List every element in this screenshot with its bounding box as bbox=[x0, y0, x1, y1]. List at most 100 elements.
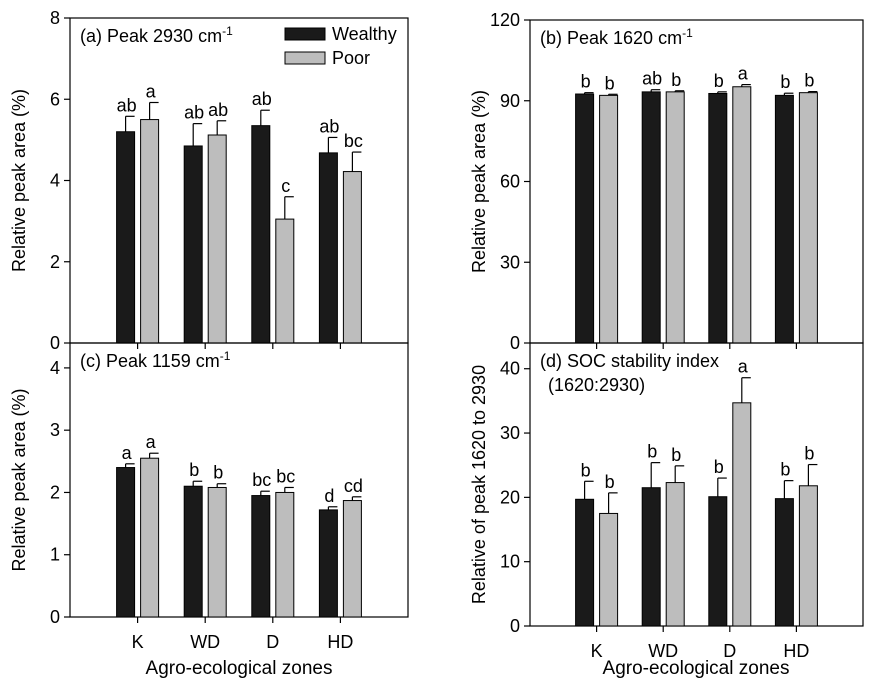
x-tick-label: WD bbox=[190, 632, 220, 652]
panel-label-superscript: -1 bbox=[682, 26, 693, 40]
bar-poor bbox=[665, 482, 685, 627]
y-tick-label: 2 bbox=[50, 252, 60, 272]
bar-wealthy bbox=[774, 498, 794, 627]
significance-letter: bc bbox=[276, 466, 295, 486]
bar-wealthy bbox=[116, 467, 136, 618]
panel-label-superscript: -1 bbox=[222, 24, 233, 38]
bar-poor bbox=[599, 512, 619, 627]
bar-poor bbox=[732, 86, 752, 344]
x-tick-label: D bbox=[266, 632, 279, 652]
bar-wealthy bbox=[641, 91, 661, 344]
y-tick-label: 0 bbox=[510, 333, 520, 353]
bar-poor bbox=[207, 134, 227, 344]
x-tick-label: HD bbox=[327, 632, 353, 652]
bar-poor bbox=[599, 94, 619, 344]
significance-letter: b bbox=[780, 460, 790, 480]
x-tick-label: K bbox=[591, 641, 603, 661]
significance-letter: cd bbox=[344, 476, 363, 496]
bar-wealthy bbox=[575, 498, 595, 627]
bar-poor bbox=[140, 457, 160, 618]
bar-wealthy bbox=[575, 93, 595, 344]
bar-wealthy bbox=[318, 509, 338, 618]
significance-letter: b bbox=[189, 460, 199, 480]
y-tick-label: 30 bbox=[500, 423, 520, 443]
significance-letter: b bbox=[671, 70, 681, 90]
panel-label-text: (b) Peak 1620 cm bbox=[540, 28, 682, 48]
significance-letter: b bbox=[605, 472, 615, 492]
x-axis-label-right: Agro-ecological zones bbox=[603, 658, 790, 679]
bar-wealthy bbox=[708, 92, 728, 344]
y-tick-label: 4 bbox=[50, 171, 60, 191]
y-tick-label: 20 bbox=[500, 487, 520, 507]
significance-letter: a bbox=[146, 82, 157, 102]
significance-letter: bc bbox=[252, 470, 271, 490]
significance-letter: b bbox=[780, 72, 790, 92]
bar-wealthy bbox=[318, 152, 338, 344]
significance-letter: b bbox=[647, 442, 657, 462]
bar-wealthy bbox=[116, 131, 136, 344]
legend-label-poor: Poor bbox=[332, 48, 370, 68]
significance-letter: a bbox=[122, 443, 133, 463]
y-tick-label: 1 bbox=[50, 545, 60, 565]
x-axis-label-left: Agro-ecological zones bbox=[146, 658, 333, 679]
legend-label-wealthy: Wealthy bbox=[332, 24, 397, 44]
significance-letter: a bbox=[738, 357, 749, 377]
significance-letter: a bbox=[146, 432, 157, 452]
panel-label: (a) Peak 2930 cm-1 bbox=[80, 24, 233, 46]
x-tick-label: WD bbox=[648, 641, 678, 661]
panel-label: (c) Peak 1159 cm-1 bbox=[80, 349, 231, 371]
panel-label: (d) SOC stability index bbox=[540, 351, 719, 371]
legend-swatch-poor bbox=[284, 51, 326, 65]
bar-poor bbox=[275, 218, 295, 344]
y-tick-label: 8 bbox=[50, 8, 60, 28]
y-axis-label: Relative of peak 1620 to 2930 bbox=[469, 365, 489, 604]
bar-poor bbox=[275, 491, 295, 618]
bar-poor bbox=[732, 402, 752, 627]
y-tick-label: 2 bbox=[50, 482, 60, 502]
bar-poor bbox=[798, 485, 818, 627]
significance-letter: ab bbox=[319, 116, 339, 136]
significance-letter: b bbox=[804, 444, 814, 464]
plot-frame-2 bbox=[69, 342, 409, 618]
y-tick-label: 6 bbox=[50, 89, 60, 109]
bar-poor bbox=[207, 486, 227, 618]
significance-letter: b bbox=[804, 71, 814, 91]
bar-wealthy bbox=[708, 496, 728, 627]
y-tick-label: 30 bbox=[500, 252, 520, 272]
bar-poor bbox=[342, 171, 362, 344]
significance-letter: bc bbox=[344, 131, 363, 151]
significance-letter: ab bbox=[208, 100, 228, 120]
bar-poor bbox=[140, 119, 160, 344]
y-tick-label: 3 bbox=[50, 420, 60, 440]
y-tick-label: 90 bbox=[500, 91, 520, 111]
legend-swatch-wealthy bbox=[284, 27, 326, 41]
panel-label-text: (a) Peak 2930 cm bbox=[80, 26, 222, 46]
y-axis-label: Relative peak area (%) bbox=[9, 388, 29, 571]
significance-letter: b bbox=[581, 72, 591, 92]
plot-frame-3 bbox=[529, 342, 864, 627]
significance-letter: c bbox=[281, 176, 290, 196]
panel-label: (b) Peak 1620 cm-1 bbox=[540, 26, 693, 48]
significance-letter: d bbox=[324, 486, 334, 506]
panel-label-text: (d) SOC stability index bbox=[540, 351, 719, 371]
panel-label-line2: (1620:2930) bbox=[548, 375, 645, 395]
significance-letter: b bbox=[714, 457, 724, 477]
bar-wealthy bbox=[774, 94, 794, 344]
significance-letter: a bbox=[738, 64, 749, 84]
bar-wealthy bbox=[251, 125, 271, 344]
bar-wealthy bbox=[183, 145, 203, 344]
x-tick-label: K bbox=[132, 632, 144, 652]
y-axis-label: Relative peak area (%) bbox=[9, 89, 29, 272]
significance-letter: b bbox=[605, 73, 615, 93]
panel-label-superscript: -1 bbox=[220, 349, 231, 363]
y-tick-label: 60 bbox=[500, 172, 520, 192]
bar-wealthy bbox=[251, 495, 271, 618]
significance-letter: ab bbox=[642, 69, 662, 89]
bar-wealthy bbox=[641, 487, 661, 627]
y-tick-label: 40 bbox=[500, 359, 520, 379]
x-tick-label: D bbox=[723, 641, 736, 661]
y-tick-label: 4 bbox=[50, 358, 60, 378]
bar-wealthy bbox=[183, 485, 203, 618]
y-tick-label: 120 bbox=[490, 10, 520, 30]
